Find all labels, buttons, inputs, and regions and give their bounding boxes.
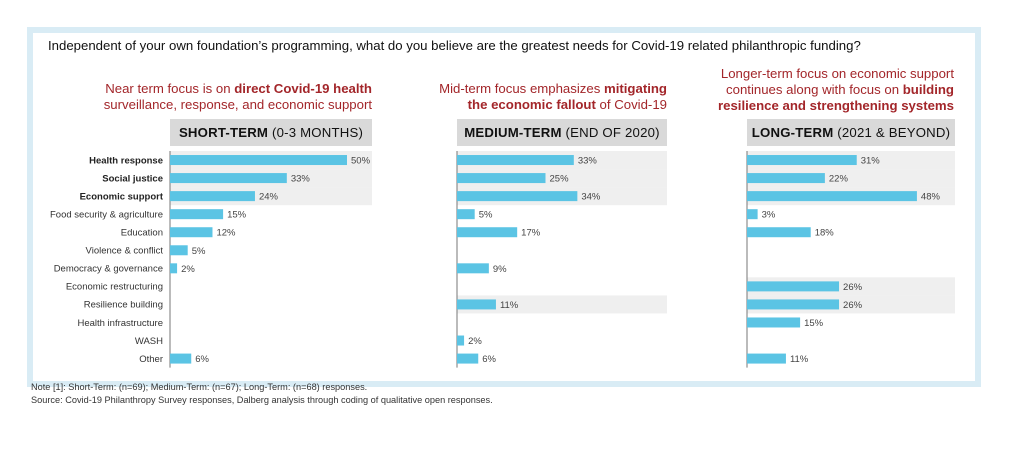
footnote: Note [1]: Short-Term: (n=69); Medium-Ter… bbox=[31, 382, 368, 392]
short-term-bar-violence-conflict bbox=[170, 245, 188, 256]
survey-question: Independent of your own foundation’s pro… bbox=[48, 38, 861, 53]
short-term-bar-food-security-agriculture bbox=[170, 209, 224, 220]
medium-term-period: MEDIUM-TERM (END OF 2020) bbox=[457, 119, 667, 146]
short-term-value-label-economic-support: 24% bbox=[259, 192, 279, 203]
medium-term-period-rest: (END OF 2020) bbox=[561, 125, 660, 140]
medium-term-bar-economic-support bbox=[457, 191, 578, 202]
long-term-bar-economic-support bbox=[747, 191, 917, 202]
medium-term-bar-food-security-agriculture bbox=[457, 209, 475, 220]
medium-term-bar-democracy-governance bbox=[457, 263, 489, 274]
medium-term-heading: Mid-term focus emphasizes mitigating the… bbox=[439, 81, 667, 113]
source-note: Source: Covid-19 Philanthropy Survey res… bbox=[31, 395, 493, 405]
medium-term-value-label-health-response: 33% bbox=[578, 156, 598, 167]
medium-term-value-label-other: 6% bbox=[482, 354, 496, 365]
long-term-heading-post: building bbox=[902, 82, 954, 97]
medium-term-period-bold: MEDIUM-TERM bbox=[464, 125, 562, 140]
long-term-bar-education bbox=[747, 227, 811, 238]
medium-term-heading-bold: mitigating bbox=[603, 81, 667, 96]
long-term-bar-social-justice bbox=[747, 173, 825, 184]
short-term-heading-line2: surveillance, response, and economic sup… bbox=[103, 97, 372, 112]
medium-term-bar-wash bbox=[457, 335, 465, 346]
short-term-value-label-food-security-agriculture: 15% bbox=[227, 210, 247, 221]
short-term-bar-democracy-governance bbox=[170, 263, 178, 274]
category-label-wash: WASH bbox=[135, 336, 163, 347]
category-label-economic-support: Economic support bbox=[80, 191, 164, 202]
medium-term-bar-social-justice bbox=[457, 173, 546, 184]
category-label-health-infrastructure: Health infrastructure bbox=[77, 318, 163, 329]
short-term-bar-health-response bbox=[170, 155, 347, 166]
long-term-value-label-economic-support: 48% bbox=[921, 192, 941, 203]
category-label-social-justice: Social justice bbox=[102, 173, 163, 184]
short-term-value-label-democracy-governance: 2% bbox=[181, 264, 195, 275]
long-term-bar-health-response bbox=[747, 155, 857, 166]
medium-term-highlight-row bbox=[457, 295, 667, 314]
long-term-value-label-resilience-building: 26% bbox=[843, 300, 863, 311]
short-term-period-rest: (0-3 MONTHS) bbox=[268, 125, 364, 140]
category-label-violence-conflict: Violence & conflict bbox=[86, 246, 164, 257]
long-term-value-label-health-infrastructure: 15% bbox=[804, 318, 824, 329]
category-label-other: Other bbox=[139, 354, 163, 365]
short-term-value-label-other: 6% bbox=[195, 354, 209, 365]
medium-term-value-label-food-security-agriculture: 5% bbox=[479, 210, 493, 221]
long-term-value-label-social-justice: 22% bbox=[829, 174, 849, 185]
category-label-democracy-governance: Democracy & governance bbox=[54, 264, 163, 275]
short-term-period: SHORT-TERM (0-3 MONTHS) bbox=[170, 119, 372, 146]
long-term-period: LONG-TERM (2021 & BEYOND) bbox=[747, 119, 955, 146]
category-label-health-response: Health response bbox=[89, 155, 163, 166]
medium-term-bar-other bbox=[457, 353, 479, 364]
medium-term-bar-health-response bbox=[457, 155, 574, 166]
medium-term-value-label-democracy-governance: 9% bbox=[493, 264, 507, 275]
medium-term-heading-bold2: the economic fallout bbox=[467, 97, 596, 112]
long-term-value-label-economic-restructuring: 26% bbox=[843, 282, 863, 293]
medium-term-heading-post: of Covid-19 bbox=[595, 97, 667, 112]
short-term-bar-economic-support bbox=[170, 191, 255, 202]
short-term-value-label-education: 12% bbox=[216, 228, 236, 239]
long-term-bar-resilience-building bbox=[747, 299, 840, 310]
long-term-period-rest: (2021 & BEYOND) bbox=[833, 125, 951, 140]
long-term-value-label-health-response: 31% bbox=[861, 156, 881, 167]
short-term-bar-social-justice bbox=[170, 173, 287, 184]
long-term-heading-pre: Longer-term focus on economic support bbox=[720, 66, 954, 81]
category-label-food-security-agriculture: Food security & agriculture bbox=[50, 209, 163, 220]
long-term-heading-line2: continues along with focus on bbox=[726, 82, 903, 97]
short-term-period-bold: SHORT-TERM bbox=[178, 125, 269, 140]
short-term-heading-bold: direct Covid-19 health bbox=[234, 81, 372, 96]
medium-term-bar-resilience-building bbox=[457, 299, 496, 310]
short-term-bar-other bbox=[170, 353, 192, 364]
chart-frame bbox=[27, 27, 981, 387]
long-term-value-label-education: 18% bbox=[815, 228, 835, 239]
short-term-value-label-violence-conflict: 5% bbox=[192, 246, 206, 257]
long-term-bar-food-security-agriculture bbox=[747, 209, 758, 220]
medium-term-bar-education bbox=[457, 227, 518, 238]
short-term-heading: Near term focus is on direct Covid-19 he… bbox=[104, 81, 372, 113]
long-term-bar-other bbox=[747, 353, 786, 364]
category-label-economic-restructuring: Economic restructuring bbox=[66, 282, 163, 293]
medium-term-heading-pre: Mid-term focus emphasizes bbox=[439, 81, 604, 96]
long-term-bar-economic-restructuring bbox=[747, 281, 840, 292]
long-term-period-bold: LONG-TERM bbox=[751, 125, 834, 140]
long-term-value-label-food-security-agriculture: 3% bbox=[762, 210, 776, 221]
short-term-bar-education bbox=[170, 227, 213, 238]
long-term-bar-health-infrastructure bbox=[747, 317, 801, 328]
medium-term-value-label-social-justice: 25% bbox=[550, 174, 570, 185]
medium-term-value-label-education: 17% bbox=[521, 228, 541, 239]
long-term-heading: Longer-term focus on economic support co… bbox=[718, 66, 954, 114]
medium-term-value-label-resilience-building: 11% bbox=[500, 300, 519, 311]
long-term-value-label-other: 11% bbox=[790, 354, 809, 365]
long-term-heading-line3: resilience and strengthening systems bbox=[718, 98, 954, 113]
medium-term-value-label-economic-support: 34% bbox=[581, 192, 601, 203]
category-label-education: Education bbox=[121, 228, 163, 239]
short-term-heading-pre: Near term focus is on bbox=[105, 81, 235, 96]
category-label-resilience-building: Resilience building bbox=[84, 300, 163, 311]
short-term-value-label-social-justice: 33% bbox=[291, 174, 311, 185]
medium-term-value-label-wash: 2% bbox=[468, 336, 482, 347]
short-term-value-label-health-response: 50% bbox=[351, 156, 371, 167]
